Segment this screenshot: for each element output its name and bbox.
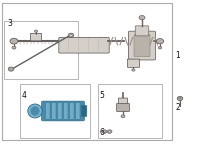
Circle shape: [34, 30, 38, 32]
FancyBboxPatch shape: [76, 103, 80, 119]
Circle shape: [132, 69, 135, 71]
Bar: [4, 21, 78, 79]
Bar: [20, 84, 90, 138]
Circle shape: [177, 96, 183, 101]
Text: 4: 4: [22, 91, 26, 100]
FancyBboxPatch shape: [128, 31, 156, 60]
Circle shape: [121, 115, 125, 118]
Text: 1: 1: [176, 51, 180, 60]
Circle shape: [8, 67, 14, 71]
FancyBboxPatch shape: [134, 35, 150, 57]
FancyBboxPatch shape: [64, 103, 68, 119]
Circle shape: [107, 130, 112, 133]
Text: 5: 5: [100, 91, 104, 100]
Text: 3: 3: [8, 19, 12, 28]
FancyBboxPatch shape: [118, 98, 128, 105]
FancyBboxPatch shape: [59, 37, 109, 53]
FancyBboxPatch shape: [58, 103, 62, 119]
FancyBboxPatch shape: [135, 26, 149, 36]
FancyBboxPatch shape: [82, 106, 87, 116]
Text: 6: 6: [100, 128, 104, 137]
Circle shape: [139, 15, 145, 20]
Circle shape: [70, 34, 72, 36]
FancyBboxPatch shape: [70, 103, 74, 119]
FancyBboxPatch shape: [42, 101, 84, 121]
Bar: [98, 84, 162, 138]
Circle shape: [68, 33, 74, 37]
Circle shape: [102, 130, 107, 133]
Circle shape: [109, 131, 111, 132]
Ellipse shape: [31, 107, 39, 115]
Circle shape: [156, 39, 164, 44]
FancyBboxPatch shape: [30, 33, 42, 41]
FancyBboxPatch shape: [117, 103, 129, 112]
Circle shape: [12, 46, 16, 49]
FancyBboxPatch shape: [127, 59, 140, 67]
FancyBboxPatch shape: [46, 103, 50, 119]
Ellipse shape: [28, 104, 42, 118]
Circle shape: [103, 131, 105, 132]
Circle shape: [158, 46, 162, 49]
Circle shape: [10, 68, 12, 70]
Circle shape: [10, 38, 18, 44]
Text: 2: 2: [176, 103, 180, 112]
Bar: [2, 3, 172, 140]
FancyBboxPatch shape: [52, 103, 56, 119]
